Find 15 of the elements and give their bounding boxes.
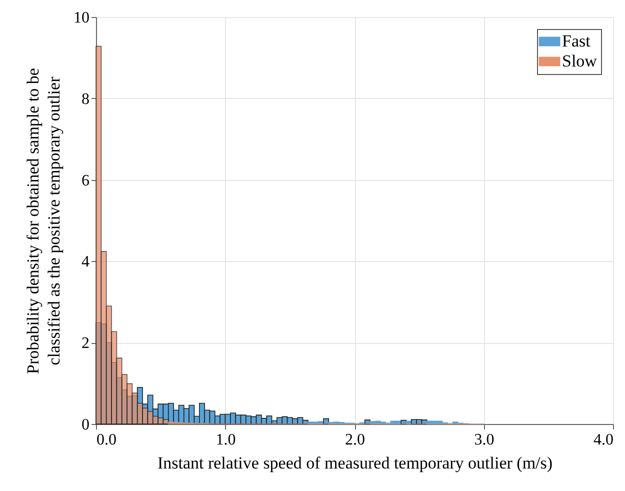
y-tick-label: 8 [82, 90, 90, 108]
y-tick-label: 10 [74, 10, 90, 26]
x-tick-label: 3.0 [474, 432, 494, 448]
x-tick-label: 4.0 [594, 432, 614, 448]
x-axis-title: Instant relative speed of measured temporary outlier (m/s) [157, 454, 553, 472]
legend-label: Slow [562, 52, 598, 70]
x-tick-label: 2.0 [345, 432, 365, 448]
x-tick-label: 0.0 [96, 432, 116, 448]
y-tick-label: 2 [82, 335, 90, 352]
x-tick-label: 1.0 [216, 432, 236, 448]
y-tick-label: 0 [82, 416, 90, 434]
y-tick-label: 4 [82, 254, 90, 271]
y-tick-label: 6 [82, 172, 90, 190]
legend-label: Fast [562, 32, 591, 50]
y-axis-title: Probability density for obtained sample to be classified as the positive temporary outlier [24, 68, 64, 374]
